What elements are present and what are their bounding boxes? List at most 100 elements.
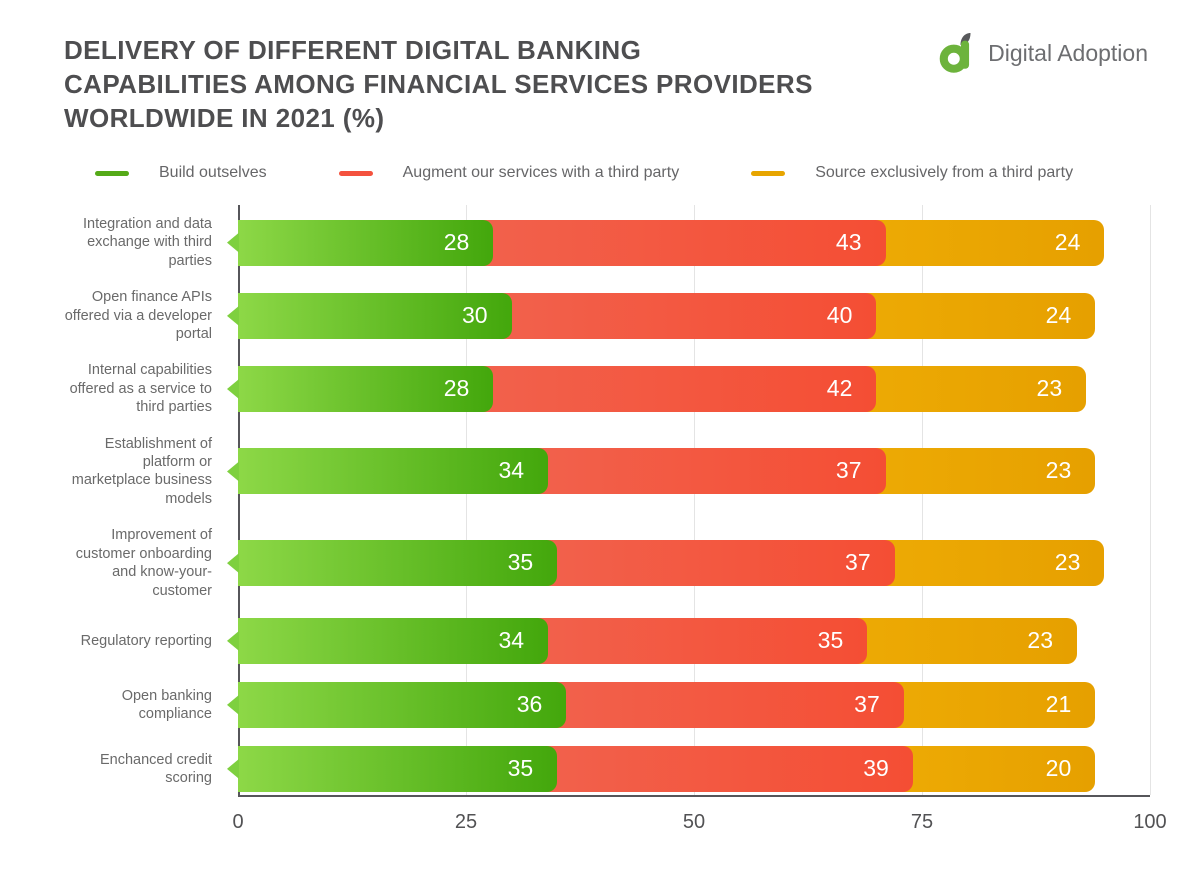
bar-value-label: 30 — [462, 301, 488, 328]
legend: Build outselves Augment our services with… — [95, 164, 1145, 182]
bar-segment-augment-third-party: 37 — [545, 540, 895, 587]
legend-item-0: Build outselves — [95, 164, 267, 182]
bar-value-label: 43 — [835, 228, 862, 255]
row-pointer-icon — [227, 694, 239, 715]
gridline-0 — [238, 205, 240, 795]
bar-segment-build-ourselves: 36 — [238, 681, 567, 728]
bar-value-label: 36 — [516, 690, 543, 717]
bar-value-label: 34 — [498, 626, 525, 653]
stacked-bar-chart: Integration and data exchange with third… — [64, 205, 1167, 833]
bar-value-label: 24 — [1045, 301, 1072, 328]
bar-track: 36 37 21 — [227, 681, 1150, 728]
bar-segment-build-ourselves: 34 — [238, 617, 549, 664]
bar-value-label: 35 — [507, 754, 534, 781]
bar-segment-build-ourselves: 30 — [238, 292, 512, 339]
chart-row: Open finance APIs offered via a develope… — [64, 288, 1154, 343]
chart-row: Establishment of platform or marketplace… — [64, 435, 1154, 509]
legend-label: Augment our services with a third party — [402, 164, 680, 181]
bar-segment-source-third-party: 20 — [900, 745, 1096, 792]
bar-segment-build-ourselves: 34 — [238, 448, 549, 495]
bar-value-label: 28 — [443, 375, 470, 402]
legend-label: Source exclusively from a third party — [815, 164, 1074, 181]
x-axis-ticks: 0 25 50 75 100 — [232, 811, 1166, 841]
bar-segment-augment-third-party: 37 — [554, 681, 904, 728]
bar-segment-augment-third-party: 35 — [536, 617, 868, 664]
bar-value-label: 35 — [507, 549, 534, 576]
title-line-1: DELIVERY OF DIFFERENT DIGITAL BANKING — [64, 35, 642, 65]
bar-value-label: 23 — [1045, 457, 1072, 484]
row-pointer-icon — [227, 758, 239, 779]
bar-track: 30 40 24 — [227, 292, 1150, 339]
bar-track: 34 35 23 — [227, 617, 1150, 664]
bar-value-label: 37 — [845, 549, 871, 576]
bar-segment-source-third-party: 23 — [882, 540, 1105, 587]
bar-segment-build-ourselves: 28 — [238, 366, 494, 413]
bar-value-label: 28 — [443, 228, 470, 255]
bar-track: 34 37 23 — [227, 448, 1150, 495]
category-label: Internal capabilities offered as a servi… — [69, 362, 212, 416]
x-tick-label-50: 50 — [682, 811, 706, 833]
row-pointer-icon — [227, 232, 239, 253]
bar-track: 28 43 24 — [227, 219, 1150, 266]
gridline-75 — [922, 205, 923, 795]
bar-segment-source-third-party: 23 — [873, 448, 1096, 495]
bar-value-label: 20 — [1045, 754, 1072, 781]
bar-value-label: 37 — [854, 690, 880, 717]
x-tick-label-100: 100 — [1133, 811, 1167, 833]
bar-value-label: 24 — [1054, 228, 1081, 255]
chart-row: Internal capabilities offered as a servi… — [64, 361, 1154, 416]
x-tick-label-25: 25 — [454, 811, 478, 833]
gridline-25 — [466, 205, 467, 795]
gridline-100 — [1150, 205, 1151, 795]
bar-value-label: 34 — [498, 457, 525, 484]
bar-value-label: 35 — [817, 626, 844, 653]
legend-item-1: Augment our services with a third party — [338, 164, 680, 182]
row-pointer-icon — [227, 553, 239, 574]
bar-segment-source-third-party: 23 — [864, 366, 1087, 413]
bar-value-label: 40 — [826, 301, 853, 328]
legend-dash-icon — [751, 170, 786, 176]
bar-value-label: 39 — [863, 754, 889, 781]
category-label: Open banking compliance — [121, 687, 212, 722]
category-label: Regulatory reporting — [80, 632, 212, 649]
bar-value-label: 23 — [1036, 375, 1063, 402]
bar-segment-augment-third-party: 39 — [545, 745, 913, 792]
row-pointer-icon — [227, 630, 239, 651]
gridline-50 — [694, 205, 695, 795]
bar-segment-augment-third-party: 37 — [536, 448, 886, 495]
bar-value-label: 23 — [1027, 626, 1054, 653]
chart-rows: Integration and data exchange with third… — [64, 205, 1154, 792]
row-pointer-icon — [227, 461, 239, 482]
category-label: Improvement of customer onboarding and k… — [75, 527, 212, 599]
category-label: Integration and data exchange with third… — [83, 216, 212, 269]
bar-segment-augment-third-party: 42 — [481, 366, 877, 413]
bar-track: 28 42 23 — [227, 366, 1150, 413]
bar-value-label: 21 — [1045, 690, 1072, 717]
row-pointer-icon — [227, 379, 239, 400]
bar-segment-source-third-party: 24 — [864, 292, 1096, 339]
chart-row: Integration and data exchange with third… — [64, 215, 1154, 270]
bar-track: 35 37 23 — [227, 540, 1150, 587]
bar-value-label: 23 — [1054, 549, 1081, 576]
title-line-2: CAPABILITIES AMONG FINANCIAL SERVICES PR… — [64, 68, 813, 99]
bar-segment-build-ourselves: 35 — [238, 540, 558, 587]
chart-row: Improvement of customer onboarding and k… — [64, 526, 1154, 600]
chart-title: DELIVERY OF DIFFERENT DIGITAL BANKING CA… — [64, 34, 813, 135]
digital-adoption-logo: Digital Adoption — [939, 32, 1148, 74]
logo-text: Digital Adoption — [988, 39, 1148, 66]
bar-segment-augment-third-party: 43 — [481, 219, 886, 266]
chart-row: Enchanced credit scoring 35 39 20 — [64, 745, 1154, 792]
chart-row: Regulatory reporting 34 35 23 — [64, 617, 1154, 664]
bar-track: 35 39 20 — [227, 745, 1150, 792]
x-tick-label-0: 0 — [232, 811, 244, 833]
plot-gridlines — [238, 205, 1151, 797]
bar-segment-source-third-party: 24 — [873, 219, 1105, 266]
x-tick-label-75: 75 — [910, 811, 934, 833]
legend-item-2: Source exclusively from a third party — [751, 164, 1073, 182]
bar-segment-source-third-party: 23 — [855, 617, 1078, 664]
bar-segment-source-third-party: 21 — [891, 681, 1096, 728]
legend-dash-icon — [95, 170, 129, 176]
category-label: Establishment of platform or marketplace… — [71, 435, 212, 507]
category-label: Open finance APIs offered via a develope… — [64, 289, 212, 343]
bar-segment-build-ourselves: 28 — [238, 219, 494, 266]
